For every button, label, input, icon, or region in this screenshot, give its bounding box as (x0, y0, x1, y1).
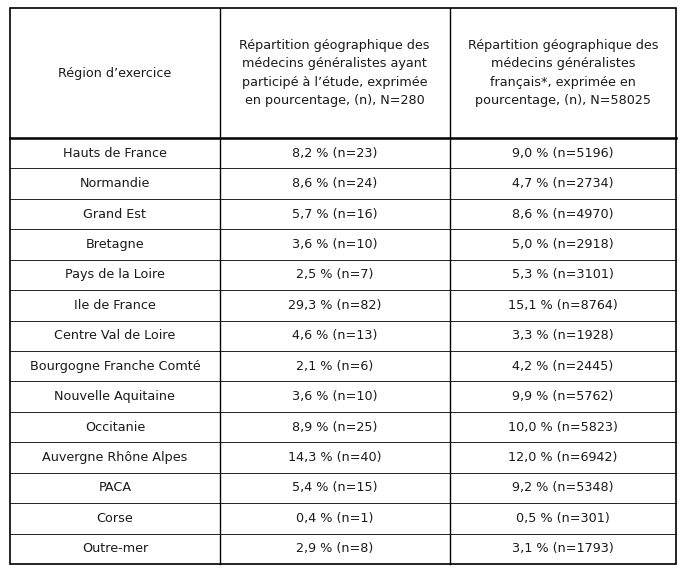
Text: 8,6 % (n=24): 8,6 % (n=24) (292, 177, 377, 190)
Text: Région d’exercice: Région d’exercice (58, 66, 172, 80)
Text: 5,0 % (n=2918): 5,0 % (n=2918) (512, 238, 613, 251)
Text: 9,9 % (n=5762): 9,9 % (n=5762) (512, 390, 613, 403)
Text: 5,3 % (n=3101): 5,3 % (n=3101) (512, 268, 614, 281)
Text: 5,7 % (n=16): 5,7 % (n=16) (292, 208, 377, 221)
Text: 0,4 % (n=1): 0,4 % (n=1) (296, 512, 373, 525)
Text: 3,6 % (n=10): 3,6 % (n=10) (292, 390, 377, 403)
Text: 4,6 % (n=13): 4,6 % (n=13) (292, 329, 377, 342)
Text: 14,3 % (n=40): 14,3 % (n=40) (288, 451, 381, 464)
Text: Auvergne Rhône Alpes: Auvergne Rhône Alpes (43, 451, 187, 464)
Text: 8,2 % (n=23): 8,2 % (n=23) (292, 146, 377, 160)
Text: Outre-mer: Outre-mer (82, 542, 148, 555)
Text: PACA: PACA (98, 482, 132, 494)
Text: 0,5 % (n=301): 0,5 % (n=301) (516, 512, 610, 525)
Text: 2,5 % (n=7): 2,5 % (n=7) (296, 268, 373, 281)
Text: Bretagne: Bretagne (86, 238, 144, 251)
Text: Répartition géographique des
médecins généralistes ayant
participé à l’étude, ex: Répartition géographique des médecins gé… (239, 39, 430, 108)
Text: 15,1 % (n=8764): 15,1 % (n=8764) (508, 299, 617, 312)
Text: Répartition géographique des
médecins généralistes
français*, exprimée en
pource: Répartition géographique des médecins gé… (468, 39, 658, 108)
Text: 10,0 % (n=5823): 10,0 % (n=5823) (508, 420, 617, 434)
Text: Centre Val de Loire: Centre Val de Loire (54, 329, 176, 342)
Text: Bourgogne Franche Comté: Bourgogne Franche Comté (29, 360, 200, 373)
Text: 3,6 % (n=10): 3,6 % (n=10) (292, 238, 377, 251)
Text: 9,2 % (n=5348): 9,2 % (n=5348) (512, 482, 613, 494)
Text: Occitanie: Occitanie (85, 420, 145, 434)
Text: 5,4 % (n=15): 5,4 % (n=15) (292, 482, 377, 494)
Text: 8,9 % (n=25): 8,9 % (n=25) (292, 420, 377, 434)
Text: Grand Est: Grand Est (84, 208, 146, 221)
Text: 29,3 % (n=82): 29,3 % (n=82) (288, 299, 381, 312)
Text: 3,3 % (n=1928): 3,3 % (n=1928) (512, 329, 613, 342)
Text: Pays de la Loire: Pays de la Loire (65, 268, 165, 281)
Text: Nouvelle Aquitaine: Nouvelle Aquitaine (54, 390, 176, 403)
Text: 4,2 % (n=2445): 4,2 % (n=2445) (512, 360, 613, 373)
Text: Ile de France: Ile de France (74, 299, 156, 312)
Text: 8,6 % (n=4970): 8,6 % (n=4970) (512, 208, 613, 221)
Text: Corse: Corse (97, 512, 133, 525)
Text: 3,1 % (n=1793): 3,1 % (n=1793) (512, 542, 614, 555)
Text: 2,1 % (n=6): 2,1 % (n=6) (296, 360, 373, 373)
Text: Hauts de France: Hauts de France (63, 146, 167, 160)
Text: 2,9 % (n=8): 2,9 % (n=8) (296, 542, 373, 555)
Text: 12,0 % (n=6942): 12,0 % (n=6942) (508, 451, 617, 464)
Text: 9,0 % (n=5196): 9,0 % (n=5196) (512, 146, 613, 160)
Text: 4,7 % (n=2734): 4,7 % (n=2734) (512, 177, 613, 190)
Text: Normandie: Normandie (80, 177, 150, 190)
